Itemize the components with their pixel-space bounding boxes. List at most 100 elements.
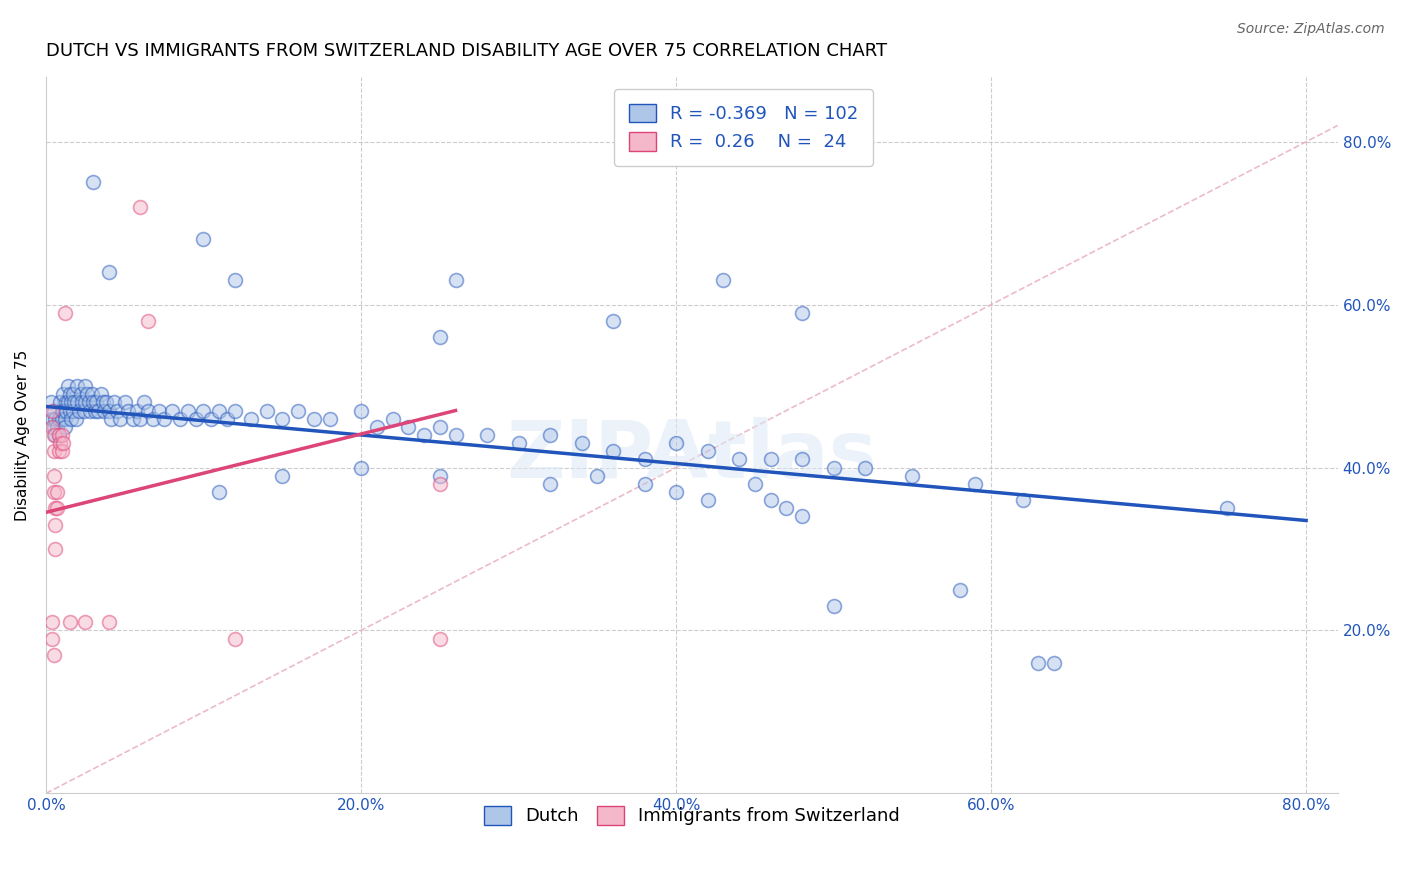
Point [790, 509, 813, 524]
Point [44, 541, 66, 556]
Point [98, 265, 121, 279]
Point [853, 460, 876, 475]
Point [83, 403, 105, 417]
Point [76, 387, 98, 401]
Point [56, 379, 79, 393]
Point [73, 403, 96, 417]
Point [129, 200, 152, 214]
Point [80, 387, 103, 401]
Point [823, 599, 845, 613]
Point [77, 395, 100, 409]
Point [49, 436, 72, 450]
Point [256, 403, 278, 417]
Point [129, 411, 152, 425]
Point [63, 395, 86, 409]
Point [153, 411, 176, 425]
Point [105, 403, 128, 417]
Point [602, 444, 624, 458]
Point [224, 632, 246, 646]
Point [429, 632, 451, 646]
Point [508, 436, 530, 450]
Point [103, 395, 125, 409]
Point [82, 395, 104, 409]
Point [965, 476, 987, 491]
Legend: Dutch, Immigrants from Switzerland: Dutch, Immigrants from Switzerland [475, 797, 910, 835]
Point [90, 387, 112, 401]
Point [70, 395, 93, 409]
Point [51, 428, 73, 442]
Point [114, 395, 136, 409]
Point [48, 444, 70, 458]
Text: Source: ZipAtlas.com: Source: ZipAtlas.com [1237, 22, 1385, 37]
Point [775, 501, 797, 516]
Point [60, 395, 83, 409]
Point [67, 403, 90, 417]
Point [538, 476, 561, 491]
Point [160, 403, 183, 417]
Point [696, 444, 718, 458]
Point [318, 411, 340, 425]
Point [429, 330, 451, 344]
Point [413, 428, 436, 442]
Point [586, 468, 609, 483]
Point [82, 176, 104, 190]
Point [302, 411, 325, 425]
Point [59, 615, 82, 630]
Point [44, 517, 66, 532]
Point [42, 403, 65, 417]
Point [87, 403, 110, 417]
Point [75, 615, 97, 630]
Point [75, 379, 97, 393]
Point [75, 395, 97, 409]
Point [193, 232, 215, 246]
Point [42, 648, 65, 662]
Point [51, 444, 73, 458]
Point [711, 273, 734, 287]
Point [350, 460, 373, 475]
Point [127, 403, 149, 417]
Point [56, 395, 79, 409]
Point [62, 387, 84, 401]
Point [271, 411, 294, 425]
Text: DUTCH VS IMMIGRANTS FROM SWITZERLAND DISABILITY AGE OVER 75 CORRELATION CHART: DUTCH VS IMMIGRANTS FROM SWITZERLAND DIS… [46, 42, 887, 60]
Point [65, 411, 87, 425]
Point [429, 468, 451, 483]
Point [1216, 501, 1239, 516]
Point [55, 403, 77, 417]
Point [350, 403, 373, 417]
Point [62, 403, 84, 417]
Point [169, 411, 191, 425]
Point [901, 468, 924, 483]
Point [41, 420, 63, 434]
Point [46, 501, 69, 516]
Point [665, 436, 688, 450]
Point [790, 452, 813, 467]
Point [381, 411, 404, 425]
Point [665, 485, 688, 500]
Point [108, 411, 131, 425]
Point [184, 411, 207, 425]
Point [51, 411, 73, 425]
Point [744, 476, 766, 491]
Point [287, 403, 309, 417]
Point [46, 485, 69, 500]
Point [444, 273, 467, 287]
Point [429, 476, 451, 491]
Point [41, 615, 63, 630]
Point [41, 411, 63, 425]
Point [728, 452, 751, 467]
Point [759, 493, 782, 508]
Point [44, 411, 66, 425]
Point [44, 428, 66, 442]
Point [46, 420, 69, 434]
Point [59, 387, 82, 401]
Point [44, 501, 66, 516]
Point [948, 582, 970, 597]
Point [444, 428, 467, 442]
Point [396, 420, 419, 434]
Point [42, 444, 65, 458]
Point [53, 306, 76, 320]
Point [208, 403, 231, 417]
Point [696, 493, 718, 508]
Point [1028, 656, 1050, 670]
